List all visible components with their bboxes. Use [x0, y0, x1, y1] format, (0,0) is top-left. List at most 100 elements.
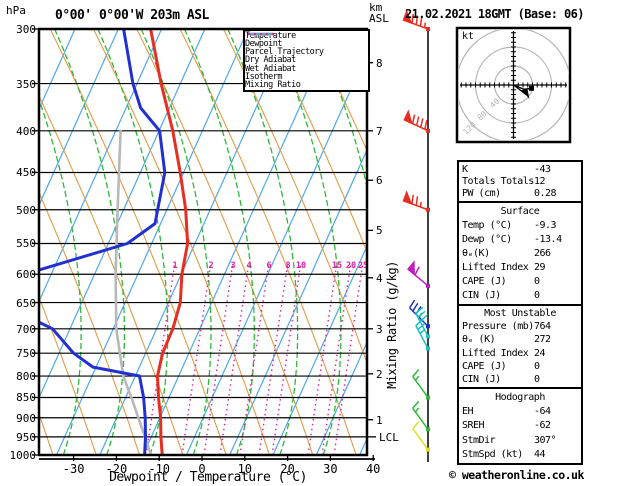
- panel-section-header: Hodograph: [495, 391, 545, 403]
- panel-row: K -43: [462, 164, 578, 175]
- panel-section: Surface Temp (°C) -9.3 Dewp (°C) -13.4 θₑ(K) 2…: [457, 201, 583, 306]
- pressure-tick-label: 550: [16, 237, 36, 251]
- wind-barb: [412, 369, 430, 400]
- temp-tick-label: 30: [323, 462, 338, 476]
- mixing-ratio-label: 1: [172, 261, 177, 271]
- panel-row-label: Pressure (mb): [462, 321, 534, 333]
- wind-barb: [402, 9, 430, 31]
- panel-row-value: -9.3: [534, 219, 557, 231]
- temp-tick-label: -30: [62, 462, 85, 476]
- panel-row: PW (cm) 0.28: [462, 188, 578, 199]
- panel-row: Pressure (mb) 764: [462, 321, 578, 332]
- isotherm-line: [186, 54, 366, 454]
- km-tick-label: 2: [376, 367, 383, 381]
- panel-row-value: 0: [534, 276, 540, 288]
- dry-adiabat-line: [50, 30, 227, 454]
- panel-row-label: K: [462, 163, 468, 175]
- legend-label: Dry Adiabat: [245, 55, 296, 66]
- hodograph-unit-label: kt: [462, 31, 475, 42]
- panel-row-value: 29: [534, 262, 546, 274]
- panel-row: Lifted Index 24: [462, 348, 578, 359]
- km-tick-label: 7: [376, 124, 383, 138]
- pressure-tick-label: 400: [16, 124, 36, 138]
- pressure-tick-label: 700: [16, 322, 36, 336]
- mixing-ratio-label: 8: [285, 261, 290, 271]
- temperature-curve: [149, 30, 190, 454]
- pressure-axis-unit: hPa: [6, 4, 26, 17]
- panel-row-value: 307°: [534, 434, 557, 446]
- isotherm-line: [229, 150, 366, 454]
- station-title: 0°00' 0°00'W 203m ASL: [55, 8, 209, 23]
- mixing-ratio-axis-title: Mixing Ratio (g/kg): [385, 261, 399, 389]
- isotherm-line: [316, 343, 366, 454]
- panel-row-label: CAPE (J): [462, 276, 507, 288]
- panel-row: Dewp (°C) -13.4: [462, 234, 578, 245]
- panel-row-value: 0: [534, 290, 540, 302]
- panel-row-label: θₑ (K): [462, 334, 496, 346]
- datetime-label: 21.02.2021 18GMT (Base: 06): [405, 7, 584, 21]
- isotherm-line: [99, 30, 292, 454]
- panel-row-label: Lifted Index: [462, 262, 529, 274]
- km-tick-label: 4: [376, 271, 383, 285]
- panel-row-label: SREH: [462, 420, 485, 432]
- mixing-ratio-label: 6: [266, 261, 271, 271]
- pressure-tick-label: 950: [16, 430, 36, 444]
- isotherm-line: [56, 30, 249, 454]
- lcl-label: LCL: [379, 430, 399, 444]
- pressure-tick-label: 800: [16, 370, 36, 384]
- wind-barb: [402, 190, 430, 212]
- dewpoint-curve: [40, 30, 167, 454]
- footer-credit: © weatheronline.co.uk: [449, 468, 584, 482]
- altitude-axis-unit: km ASL: [369, 1, 389, 25]
- isotherm-line: [40, 30, 119, 205]
- wet-adiabat-line: [54, 30, 126, 454]
- panel-row: StmDir 307°: [462, 435, 578, 446]
- panel-row-value: 0: [534, 373, 540, 385]
- wet-adiabat-line: [270, 30, 342, 454]
- legend-label: Temperature: [245, 31, 296, 42]
- panel-row-label: CIN (J): [462, 290, 501, 302]
- panel-row-label: CIN (J): [462, 373, 501, 385]
- km-tick-label: 3: [376, 322, 383, 336]
- mixing-ratio-label: 25: [358, 261, 368, 271]
- temp-tick-label: 40: [365, 462, 381, 476]
- km-tick-label: 6: [376, 174, 383, 188]
- legend-label: Isotherm: [245, 71, 282, 82]
- isotherm-line: [142, 30, 336, 454]
- mixing-ratio-line: [203, 261, 234, 454]
- panel-row-value: 764: [534, 321, 551, 333]
- storm-motion-arrowhead: [521, 88, 530, 99]
- mixing-ratio-label: 2: [208, 261, 213, 271]
- legend-label: Wet Adiabat: [245, 63, 296, 74]
- panel-row-label: EH: [462, 406, 474, 418]
- panel-row-value: -64: [534, 406, 551, 418]
- panel-row-value: 44: [534, 449, 546, 461]
- plot-border: [37, 27, 369, 457]
- legend-item: Mixing Ratio: [245, 33, 368, 89]
- wet-adiabat-line: [184, 30, 255, 454]
- mixing-ratio-label: 10: [296, 261, 306, 271]
- x-axis-title: Dewpoint / Temperature (°C): [109, 470, 307, 485]
- mixing-ratio-label: 15: [332, 261, 342, 271]
- panel-row: Lifted Index 29: [462, 262, 578, 273]
- panel-row-label: CAPE (J): [462, 360, 507, 372]
- legend-label: Parcel Trajectory: [245, 47, 324, 58]
- legend-line-sample: [248, 33, 274, 35]
- pressure-tick-label: 850: [16, 391, 36, 405]
- temp-tick-label: -10: [148, 462, 171, 476]
- wind-barb: [412, 400, 430, 432]
- panel-row-label: StmSpd (kt): [462, 449, 523, 461]
- panel-row: StmSpd (kt) 44: [462, 449, 578, 460]
- mixing-ratio-label: 4: [246, 261, 251, 271]
- panel-row-label: Dewp (°C): [462, 233, 512, 245]
- temp-tick-label: -20: [105, 462, 128, 476]
- wind-barb: [408, 299, 430, 329]
- panel-section-header: Most Unstable: [484, 308, 556, 320]
- wet-adiabat-line: [40, 100, 82, 454]
- trace-end-marker: [529, 85, 535, 91]
- pressure-tick-label: 300: [16, 23, 36, 36]
- storm-motion-vector: [513, 84, 527, 96]
- isotherm-line: [40, 30, 162, 301]
- panel-section: Hodograph EH -64 SREH -62 StmDir 307° StmSpd (k…: [457, 387, 583, 465]
